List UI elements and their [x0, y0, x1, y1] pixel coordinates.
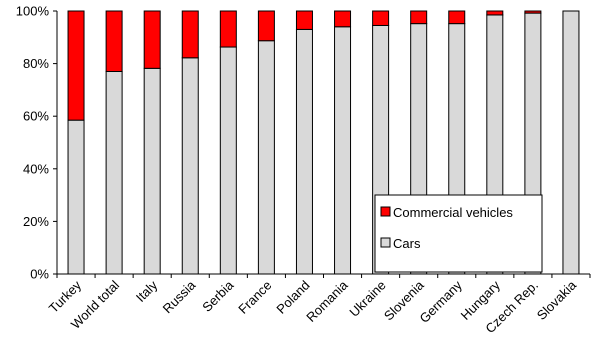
bar-cars-world-total: [105, 70, 123, 275]
bar-cars-poland: [295, 28, 313, 275]
y-tick-label: 20%: [23, 214, 49, 229]
bar-commercial-slovenia: [410, 10, 428, 25]
bar-cars-italy: [143, 67, 161, 275]
y-tick-label: 0%: [30, 267, 49, 282]
legend-label-commercial: Commercial vehicles: [393, 205, 513, 220]
x-tick-label-france: France: [235, 278, 274, 317]
bar-commercial-hungary: [486, 10, 504, 16]
y-tick-label: 60%: [23, 109, 49, 124]
bar-commercial-france: [257, 10, 275, 42]
x-tick-label-serbia: Serbia: [199, 277, 237, 315]
bar-commercial-czech-rep-: [524, 10, 542, 14]
x-tick-label-russia: Russia: [160, 277, 199, 316]
bar-commercial-serbia: [219, 10, 237, 48]
axes-group: [53, 10, 591, 278]
bar-cars-romania: [334, 26, 352, 275]
legend-swatch-cars: [380, 237, 391, 248]
y-tick-label: 40%: [23, 161, 49, 176]
x-tick-label-romania: Romania: [303, 277, 351, 325]
y-tick-label: 100%: [16, 4, 50, 19]
bar-commercial-turkey: [67, 10, 85, 121]
bar-commercial-world-total: [105, 10, 123, 72]
bar-commercial-poland: [295, 10, 313, 30]
bar-cars-france: [257, 40, 275, 275]
legend-swatch-commercial: [380, 206, 391, 217]
legend-box: [374, 194, 543, 273]
bar-commercial-italy: [143, 10, 161, 69]
bar-cars-russia: [181, 57, 199, 275]
legend-label-cars: Cars: [393, 236, 421, 251]
legend: Commercial vehicles Cars: [374, 194, 543, 273]
bar-cars-serbia: [219, 46, 237, 275]
bar-commercial-romania: [334, 10, 352, 28]
bar-cars-turkey: [67, 119, 85, 275]
bar-commercial-germany: [448, 10, 466, 25]
x-tick-label-italy: Italy: [133, 277, 161, 305]
y-tick-labels: 0% 20% 40% 60% 80% 100%: [16, 4, 50, 282]
bar-commercial-russia: [181, 10, 199, 59]
bar-cars-slovakia: [562, 10, 580, 275]
x-tick-label-germany: Germany: [416, 277, 465, 326]
x-tick-label-slovakia: Slovakia: [534, 277, 580, 323]
bar-commercial-ukraine: [372, 10, 390, 26]
y-tick-label: 80%: [23, 56, 49, 71]
